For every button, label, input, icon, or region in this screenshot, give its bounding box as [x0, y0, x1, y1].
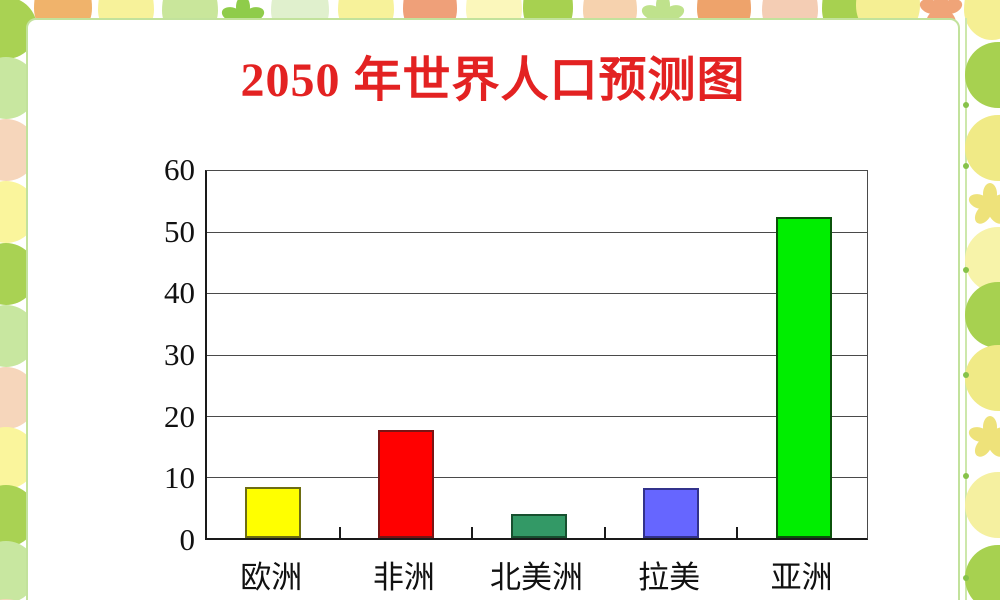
flower-icon [639, 0, 687, 38]
y-tick-label: 0 [179, 522, 196, 557]
dot-icon [963, 102, 969, 108]
x-axis-tick [471, 527, 474, 538]
bar [643, 488, 700, 538]
flower-icon [219, 0, 267, 40]
dot-icon [963, 163, 969, 169]
egg-shape [964, 0, 1000, 40]
circle-shape [965, 42, 1000, 108]
dot-icon [963, 372, 969, 378]
y-tick-label: 10 [164, 460, 195, 496]
y-tick-label: 50 [164, 213, 195, 249]
circle-shape [965, 115, 1000, 181]
x-category-label: 非洲 [372, 560, 435, 595]
x-category-label: 欧洲 [240, 560, 303, 595]
dot-icon [963, 267, 969, 273]
gridline [207, 476, 867, 478]
bar [245, 487, 302, 538]
gridline [207, 293, 867, 295]
y-tick-label: 60 [164, 152, 195, 187]
circle-shape [965, 282, 1000, 348]
x-category-label: 亚洲 [770, 560, 833, 595]
flower-icon [966, 416, 1000, 460]
chart-title: 2050 年世界人口预测图 [240, 54, 746, 107]
y-tick-label: 20 [164, 398, 195, 434]
bar [510, 514, 567, 538]
dot-icon [963, 575, 969, 581]
circle-shape [965, 472, 1000, 538]
x-axis-tick [603, 527, 606, 538]
gridline [207, 232, 867, 234]
plot-area [205, 170, 868, 540]
bar [775, 216, 832, 538]
bar [377, 430, 434, 538]
x-axis-labels: 欧洲 非洲 北美洲 拉美 亚洲 [205, 552, 868, 597]
circle-shape [965, 545, 1000, 600]
circle-shape [965, 345, 1000, 411]
x-axis-tick [338, 527, 341, 538]
x-category-label: 北美洲 [489, 560, 583, 595]
gridline [207, 354, 867, 356]
x-axis-tick [736, 527, 739, 538]
y-tick-label: 30 [164, 337, 195, 372]
gridline [207, 415, 867, 417]
x-category-label: 拉美 [638, 560, 701, 595]
flower-icon [917, 0, 965, 32]
dot-icon [963, 473, 969, 479]
y-axis: 0 10 20 30 40 50 60 [120, 152, 195, 557]
flower-icon [966, 183, 1000, 227]
y-tick-label: 40 [164, 275, 195, 311]
